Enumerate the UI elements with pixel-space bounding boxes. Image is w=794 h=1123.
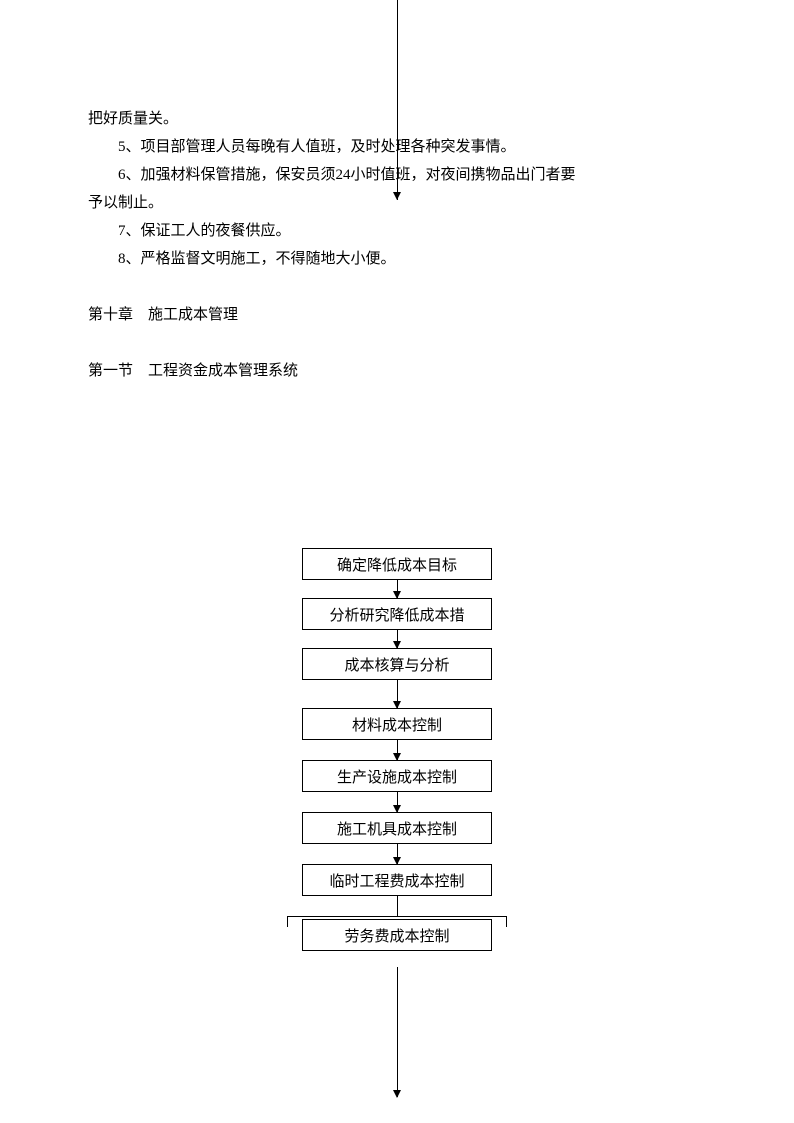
bottom-arrow-head-icon — [393, 1090, 401, 1098]
flow-node-temporary: 临时工程费成本控制 — [302, 864, 492, 896]
paragraph-quality: 把好质量关。 — [88, 105, 708, 133]
section-heading: 第一节 工程资金成本管理系统 — [88, 357, 708, 385]
flow-node-labor: 劳务费成本控制 — [302, 919, 492, 951]
text-content: 把好质量关。 5、项目部管理人员每晚有人值班，及时处理各种突发事情。 6、加强材… — [88, 105, 708, 385]
paragraph-item5: 5、项目部管理人员每晚有人值班，及时处理各种突发事情。 — [88, 133, 708, 161]
flow-node-accounting: 成本核算与分析 — [302, 648, 492, 680]
connector-line — [397, 896, 398, 916]
paragraph-item6a: 6、加强材料保管措施，保安员须24小时值班，对夜间携物品出门者要 — [88, 161, 708, 189]
flow-node-equipment: 施工机具成本控制 — [302, 812, 492, 844]
paragraph-item8: 8、严格监督文明施工，不得随地大小便。 — [88, 245, 708, 273]
flow-node-material: 材料成本控制 — [302, 708, 492, 740]
paragraph-item6b: 予以制止。 — [88, 189, 708, 217]
flowchart-container: 确定降低成本目标 分析研究降低成本措 成本核算与分析 材料成本控制 生产设施成本… — [0, 548, 794, 951]
flow-node-analyze: 分析研究降低成本措 — [302, 598, 492, 630]
flow-node-facility: 生产设施成本控制 — [302, 760, 492, 792]
flow-node-goal: 确定降低成本目标 — [302, 548, 492, 580]
bottom-connector-line — [397, 967, 398, 1097]
chapter-heading: 第十章 施工成本管理 — [88, 301, 708, 329]
paragraph-item7: 7、保证工人的夜餐供应。 — [88, 217, 708, 245]
